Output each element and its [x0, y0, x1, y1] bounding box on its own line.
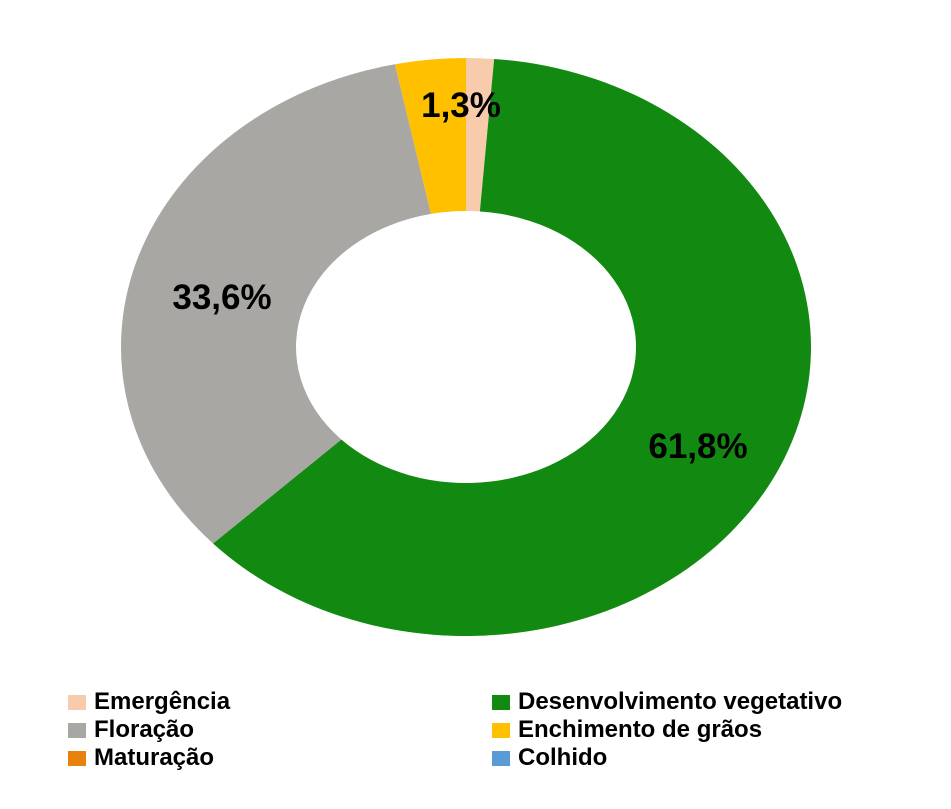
legend-label: Floração — [94, 716, 195, 743]
legend-item: Emergência — [68, 688, 492, 716]
legend-item: Colhido — [492, 744, 934, 772]
legend-item: Maturação — [68, 744, 492, 772]
legend-label: Colhido — [518, 744, 608, 771]
donut-slice-2 — [120, 64, 431, 544]
legend-item: Desenvolvimento vegetativo — [492, 688, 934, 716]
slice-data-label: 61,8% — [648, 427, 747, 466]
chart-legend: Emergência Desenvolvimento vegetativo Flor… — [68, 688, 934, 772]
donut-slice-3 — [394, 58, 466, 214]
donut-slice-0 — [466, 57, 495, 212]
legend-label: Enchimento de grãos — [518, 716, 763, 743]
legend-item: Floração — [68, 716, 492, 744]
slice-data-label: 33,6% — [172, 278, 271, 317]
legend-item: Enchimento de grãos — [492, 716, 934, 744]
legend-swatch-icon — [492, 694, 510, 710]
legend-swatch-icon — [492, 750, 510, 766]
legend-swatch-icon — [492, 722, 510, 738]
slice-data-label: 1,3% — [421, 86, 501, 125]
legend-swatch-icon — [68, 694, 86, 710]
legend-swatch-icon — [68, 722, 86, 738]
legend-label: Maturação — [94, 744, 215, 771]
donut-slice-1 — [213, 58, 811, 636]
legend-swatch-icon — [68, 750, 86, 766]
legend-label: Desenvolvimento vegetativo — [518, 688, 843, 715]
legend-label: Emergência — [94, 688, 231, 715]
